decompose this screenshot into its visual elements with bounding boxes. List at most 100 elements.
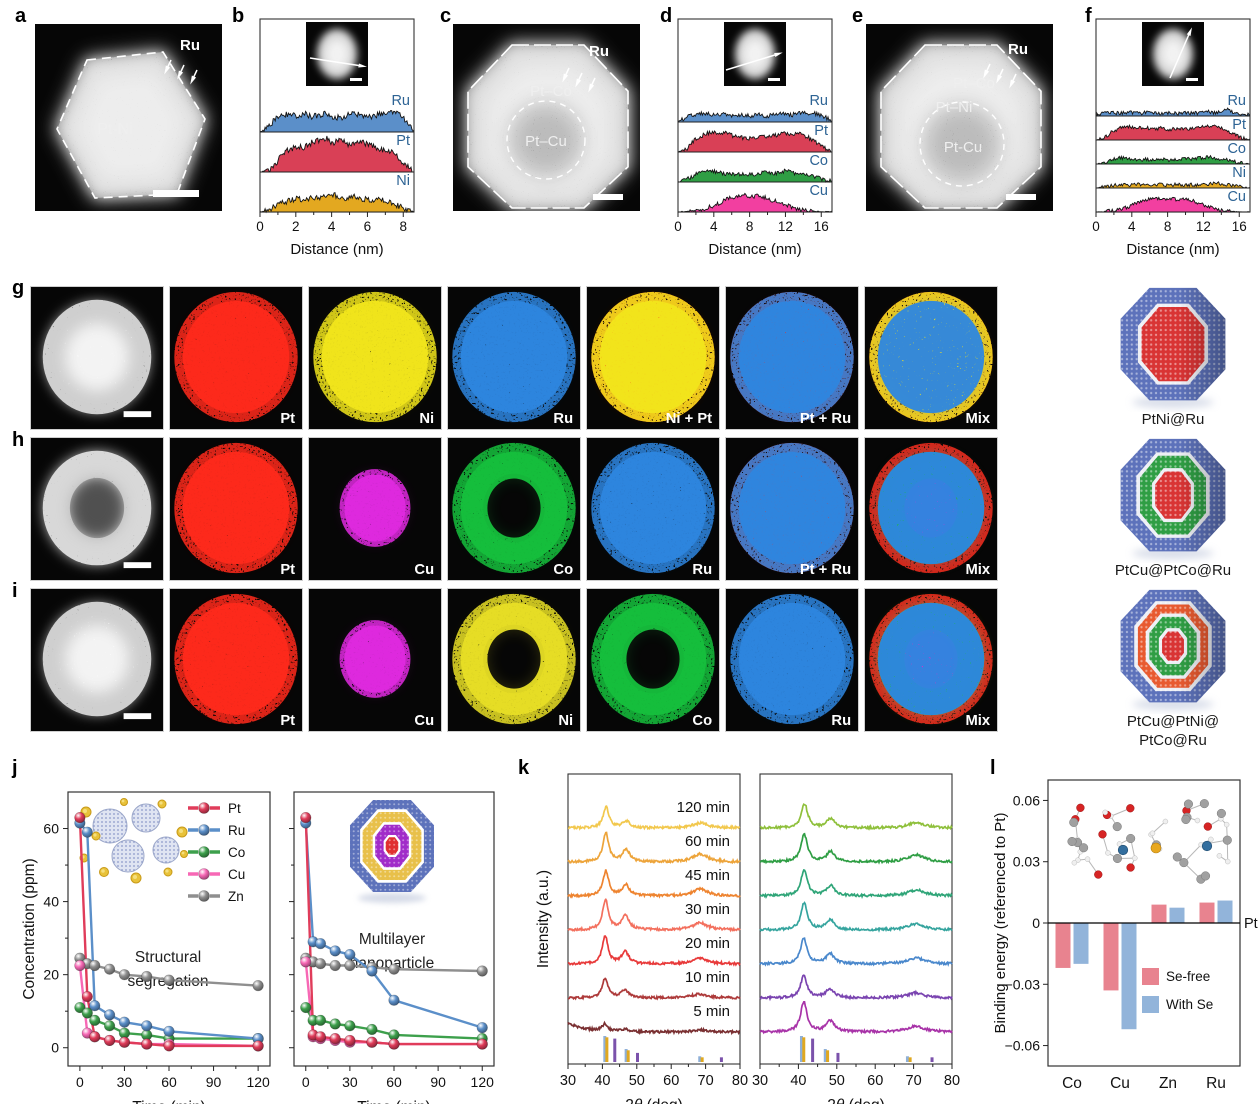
panel-a-letter: a <box>15 5 27 27</box>
eds-map-image: Ni <box>448 589 580 731</box>
eds-map-label: Ni <box>419 411 434 427</box>
svg-text:0.06: 0.06 <box>1013 792 1040 808</box>
reference-label-pt: Pt <box>1244 916 1258 932</box>
svg-text:60: 60 <box>386 1074 402 1090</box>
eds-map-Pt: Pt <box>169 437 303 581</box>
bar-Ru-With Se <box>1217 900 1233 923</box>
eds-map-image: Mix <box>865 438 997 580</box>
svg-text:40: 40 <box>594 1073 610 1089</box>
eds-map-image: Cu <box>309 589 441 731</box>
svg-text:80: 80 <box>944 1073 960 1089</box>
line-profile-chart-b: Ru Pt Ni 0 2 4 6 8 Distance (nm) <box>250 16 422 273</box>
x-axis-title: Time (min) <box>357 1099 430 1104</box>
region-label: Pt–Cu <box>525 133 567 150</box>
xrd-chart-right: 30 40 50 60 70 80 2θ (deg) <box>752 766 966 1111</box>
x-axis-title: Distance (nm) <box>708 241 801 258</box>
xrd-chart-left: 5 min 10 min 20 min 30 min 45 min 60 min 120 m… <box>534 766 748 1111</box>
xrd-curve-label: 10 min <box>685 969 730 986</box>
svg-text:4: 4 <box>1128 219 1136 234</box>
eds-map-label: Ni + Pt <box>666 411 712 427</box>
line-chart-j_left: 0 30 60 90 120 0 20 40 60 Time (min) Concentration… <box>21 791 271 1111</box>
bar-Zn-Se-free <box>1151 904 1167 923</box>
xrd-curve <box>759 974 953 1002</box>
trace-label-Co: Co <box>1227 141 1246 157</box>
tem-image-ptcu-ptni-ptco: Pt–Co Pt–Ni Pt-Cu Ru <box>866 24 1053 216</box>
model-label: PtNi@Ru <box>1141 411 1205 428</box>
svg-text:0: 0 <box>51 1040 59 1056</box>
panel-k-letter: k <box>518 757 530 779</box>
region-label: Pt-Ni <box>97 121 133 138</box>
eds-map-Pt: Pt <box>169 588 303 732</box>
legend-label-Pt: Pt <box>228 801 241 816</box>
svg-text:120: 120 <box>246 1074 270 1090</box>
trace-label-Ru: Ru <box>1227 93 1246 109</box>
xrd-curve <box>760 832 953 865</box>
panel-l-letter: l <box>990 757 996 779</box>
category-label-Ru: Ru <box>1206 1075 1226 1092</box>
svg-text:60: 60 <box>663 1073 679 1089</box>
svg-text:40: 40 <box>790 1073 806 1089</box>
model-label: PtCu@PtNi@ PtCo@Ru <box>1126 713 1220 749</box>
trace-label-Pt: Pt <box>814 123 828 139</box>
eds-map-Cu: Cu <box>308 437 442 581</box>
line-profile-f: Ru Pt Co Ni Cu 0 4 8 12 16 Distance (nm) <box>1092 18 1251 258</box>
multilayer-inset <box>350 800 434 903</box>
tem-micrograph: Pt–Co Pt–Cu Ru <box>453 24 640 212</box>
svg-text:8: 8 <box>1164 219 1172 234</box>
svg-text:80: 80 <box>732 1073 748 1089</box>
trace-label-Pt: Pt <box>1232 117 1246 133</box>
svg-text:20: 20 <box>43 967 59 983</box>
svg-text:4: 4 <box>710 219 718 234</box>
legend-label-Co: Co <box>228 845 245 860</box>
xrd-curve-label: 5 min <box>693 1003 730 1020</box>
bar-Zn-With Se <box>1169 907 1185 923</box>
svg-text:0: 0 <box>302 1074 310 1090</box>
svg-text:16: 16 <box>1232 219 1247 234</box>
bar-Cu-With Se <box>1121 923 1137 1030</box>
eds-map-image: Pt <box>170 438 302 580</box>
panel-c-letter: c <box>440 5 452 27</box>
svg-text:70: 70 <box>698 1073 714 1089</box>
eds-map-Mix: Mix <box>864 437 998 581</box>
svg-text:40: 40 <box>43 894 59 910</box>
line-profile-d: Ru Pt Co Cu 0 4 8 12 16 Distance (nm) <box>674 18 833 258</box>
svg-text:70: 70 <box>906 1073 922 1089</box>
svg-text:90: 90 <box>430 1074 446 1090</box>
eds-map-Ru: Ru <box>447 286 581 430</box>
eds-map-Ni + Pt: Ni + Pt <box>586 286 720 430</box>
binding-energy-bar-chart: 0.06 0.03 0 −0.03 −0.06 Co Cu Zn Ru Pt Se-free With… <box>992 766 1258 1109</box>
svg-text:60: 60 <box>867 1073 883 1089</box>
svg-text:30: 30 <box>560 1073 576 1089</box>
xrd-curve <box>759 868 953 900</box>
eds-map-Ni: Ni <box>447 588 581 732</box>
eds-map-label: Mix <box>965 562 990 578</box>
svg-text:0: 0 <box>256 219 264 234</box>
eds-map-image: Cu <box>309 438 441 580</box>
xrd-curve <box>567 805 741 831</box>
eds-map-image: Co <box>587 589 719 731</box>
xrd-curve <box>567 935 741 967</box>
xrd-curve-label: 30 min <box>685 901 730 918</box>
xrd-curve <box>567 1020 741 1036</box>
model-render <box>1120 287 1226 409</box>
model-render <box>1120 589 1226 711</box>
line-profile-chart-d: Ru Pt Co Cu 0 4 8 12 16 Distance (nm) <box>668 16 840 273</box>
legend-label-Cu: Cu <box>228 867 245 882</box>
region-label: Pt-Cu <box>944 139 982 156</box>
ru-arrow-label: Ru <box>1008 41 1028 58</box>
chart-annotation: Multilayer <box>359 931 425 948</box>
eds-map-label: Mix <box>965 713 990 729</box>
nanoparticle-model: PtNi@Ru <box>1088 284 1258 430</box>
xrd-curve <box>759 803 953 831</box>
eds-map-Mix: Mix <box>864 588 998 732</box>
concentration-chart-left: 0 30 60 90 120 0 20 40 60 Time (min) Concentration… <box>20 766 278 1111</box>
eds-map-image: Ru <box>587 438 719 580</box>
eds-map-image: Co <box>448 438 580 580</box>
svg-text:16: 16 <box>814 219 829 234</box>
xrd-chart-k_right: 30 40 50 60 70 80 2θ (deg) <box>752 773 960 1111</box>
x-axis-title: 2θ (deg) <box>625 1097 683 1104</box>
trace-label-Cu: Cu <box>809 183 828 199</box>
panel-h-letter: h <box>12 429 25 451</box>
eds-map-Pt: Pt <box>169 286 303 430</box>
